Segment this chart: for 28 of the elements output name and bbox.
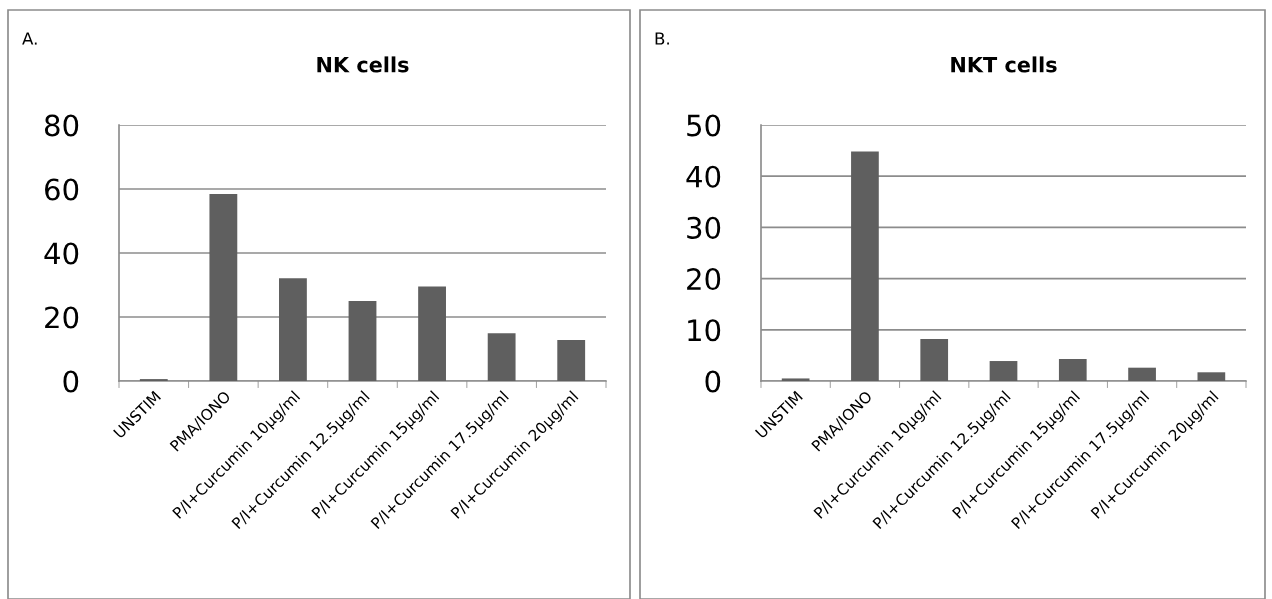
y-tick-label: 60 xyxy=(45,178,79,201)
bar xyxy=(418,286,446,381)
text: A. xyxy=(22,32,37,45)
bar xyxy=(851,151,879,381)
text: B. xyxy=(655,32,669,45)
y-tick-label: 40 xyxy=(44,242,79,265)
y-tick-label: 40 xyxy=(686,165,721,188)
y-tick-label: 50 xyxy=(687,114,721,137)
chart-title: NKT cells xyxy=(951,56,1057,73)
bar xyxy=(279,278,307,381)
y-tick-label: 0 xyxy=(705,370,721,393)
bar xyxy=(989,361,1018,381)
bar xyxy=(920,339,949,381)
y-tick-label: 20 xyxy=(687,268,721,291)
y-tick-label: 80 xyxy=(44,114,79,137)
y-tick-label: 0 xyxy=(63,370,79,393)
y-tick-label: 20 xyxy=(45,306,79,329)
bar xyxy=(557,340,586,381)
bar xyxy=(781,378,810,381)
y-tick-label: 10 xyxy=(688,319,721,342)
bar xyxy=(1128,367,1156,381)
bar xyxy=(209,194,238,381)
bar xyxy=(1058,358,1087,381)
bar xyxy=(487,333,516,381)
bar xyxy=(1197,372,1226,381)
y-tick-label: 30 xyxy=(687,216,721,239)
bar xyxy=(348,301,377,381)
chart-title: NK cells xyxy=(317,56,409,73)
